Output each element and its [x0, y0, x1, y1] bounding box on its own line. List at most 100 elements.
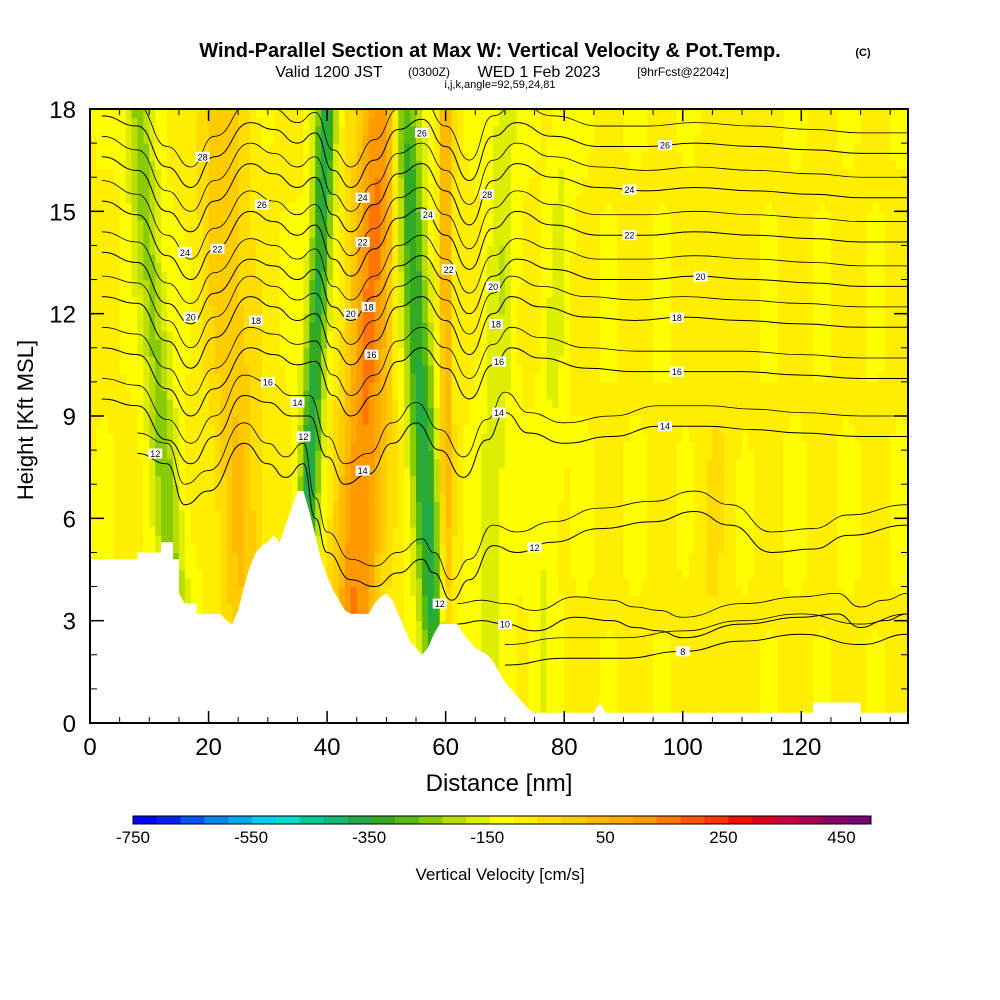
velocity-cell	[333, 288, 340, 298]
velocity-cell	[255, 467, 263, 477]
velocity-cell	[232, 569, 239, 579]
velocity-cell	[416, 501, 423, 511]
velocity-cell	[421, 305, 429, 315]
velocity-cell	[327, 373, 334, 383]
velocity-cell	[321, 253, 328, 264]
velocity-cell	[297, 305, 304, 315]
velocity-cell	[202, 407, 210, 417]
velocity-cell	[463, 236, 470, 247]
velocity-cell	[362, 416, 370, 426]
velocity-cell	[208, 501, 216, 511]
velocity-cell	[374, 279, 382, 289]
velocity-cell	[273, 245, 281, 255]
velocity-cell	[410, 160, 417, 170]
velocity-cell	[410, 398, 417, 409]
velocity-cell	[451, 381, 459, 392]
velocity-cell	[208, 484, 216, 494]
velocity-cell	[184, 595, 192, 605]
velocity-cell	[427, 143, 435, 153]
velocity-cell	[190, 467, 198, 477]
velocity-cell	[493, 586, 500, 596]
velocity-cell	[155, 160, 162, 170]
velocity-cell	[451, 245, 459, 255]
velocity-cell	[362, 586, 370, 596]
velocity-cell	[439, 492, 447, 502]
velocity-cell	[125, 441, 133, 451]
velocity-cell	[333, 381, 340, 392]
velocity-cell	[380, 117, 387, 127]
velocity-cell	[327, 194, 334, 204]
velocity-cell	[238, 305, 245, 315]
velocity-cell	[368, 416, 376, 426]
velocity-cell	[338, 143, 346, 153]
velocity-cell	[392, 578, 399, 588]
velocity-cell	[333, 262, 340, 272]
velocity-cell	[362, 160, 370, 170]
velocity-cell	[90, 313, 97, 323]
velocity-cell	[167, 236, 174, 247]
velocity-cell	[90, 236, 97, 247]
velocity-cell	[321, 552, 328, 562]
velocity-cell	[101, 245, 109, 255]
velocity-cell	[439, 569, 447, 579]
velocity-cell	[232, 535, 239, 545]
velocity-cell	[107, 253, 115, 264]
velocity-cell	[469, 381, 476, 392]
velocity-cell	[481, 313, 488, 323]
velocity-cell	[261, 364, 269, 374]
velocity-cell	[285, 305, 293, 315]
velocity-cell	[90, 416, 97, 426]
velocity-cell	[338, 595, 346, 605]
velocity-cell	[315, 330, 322, 340]
velocity-cell	[214, 586, 222, 596]
velocity-cell	[178, 450, 186, 460]
velocity-cell	[220, 364, 227, 374]
velocity-cell	[107, 433, 115, 443]
velocity-cell	[338, 373, 346, 383]
velocity-cell	[255, 160, 263, 170]
velocity-cell	[155, 228, 162, 238]
velocity-cell	[416, 492, 423, 502]
velocity-cell	[202, 484, 210, 494]
velocity-cell	[244, 535, 251, 545]
velocity-cell	[196, 339, 204, 349]
velocity-cell	[445, 373, 453, 383]
velocity-cell	[131, 424, 139, 434]
velocity-cell	[101, 177, 109, 187]
velocity-cell	[451, 603, 459, 613]
velocity-cell	[172, 134, 180, 144]
velocity-cell	[208, 467, 216, 477]
velocity-cell	[137, 296, 144, 306]
velocity-cell	[386, 296, 393, 306]
velocity-cell	[392, 177, 399, 187]
velocity-cell	[131, 458, 139, 468]
velocity-cell	[457, 373, 465, 383]
velocity-cell	[386, 424, 393, 434]
velocity-cell	[303, 143, 310, 153]
velocity-cell	[244, 228, 251, 238]
velocity-cell	[338, 416, 346, 426]
velocity-cell	[131, 552, 139, 562]
velocity-cell	[113, 313, 121, 323]
velocity-cell	[208, 416, 216, 426]
velocity-cell	[143, 117, 150, 127]
velocity-cell	[499, 646, 506, 656]
velocity-cell	[457, 543, 465, 554]
velocity-cell	[244, 475, 251, 485]
velocity-cell	[427, 262, 435, 272]
velocity-cell	[481, 586, 488, 596]
velocity-cell	[398, 143, 405, 153]
velocity-cell	[493, 637, 500, 647]
velocity-cell	[267, 288, 275, 298]
velocity-cell	[95, 288, 103, 298]
velocity-cell	[226, 347, 233, 357]
velocity-cell	[178, 492, 186, 502]
velocity-cell	[445, 160, 453, 170]
velocity-cell	[273, 484, 281, 494]
velocity-cell	[309, 134, 316, 144]
velocity-cell	[362, 569, 370, 579]
velocity-cell	[333, 458, 340, 468]
velocity-cell	[190, 535, 198, 545]
velocity-cell	[356, 543, 364, 554]
velocity-cell	[125, 390, 133, 400]
